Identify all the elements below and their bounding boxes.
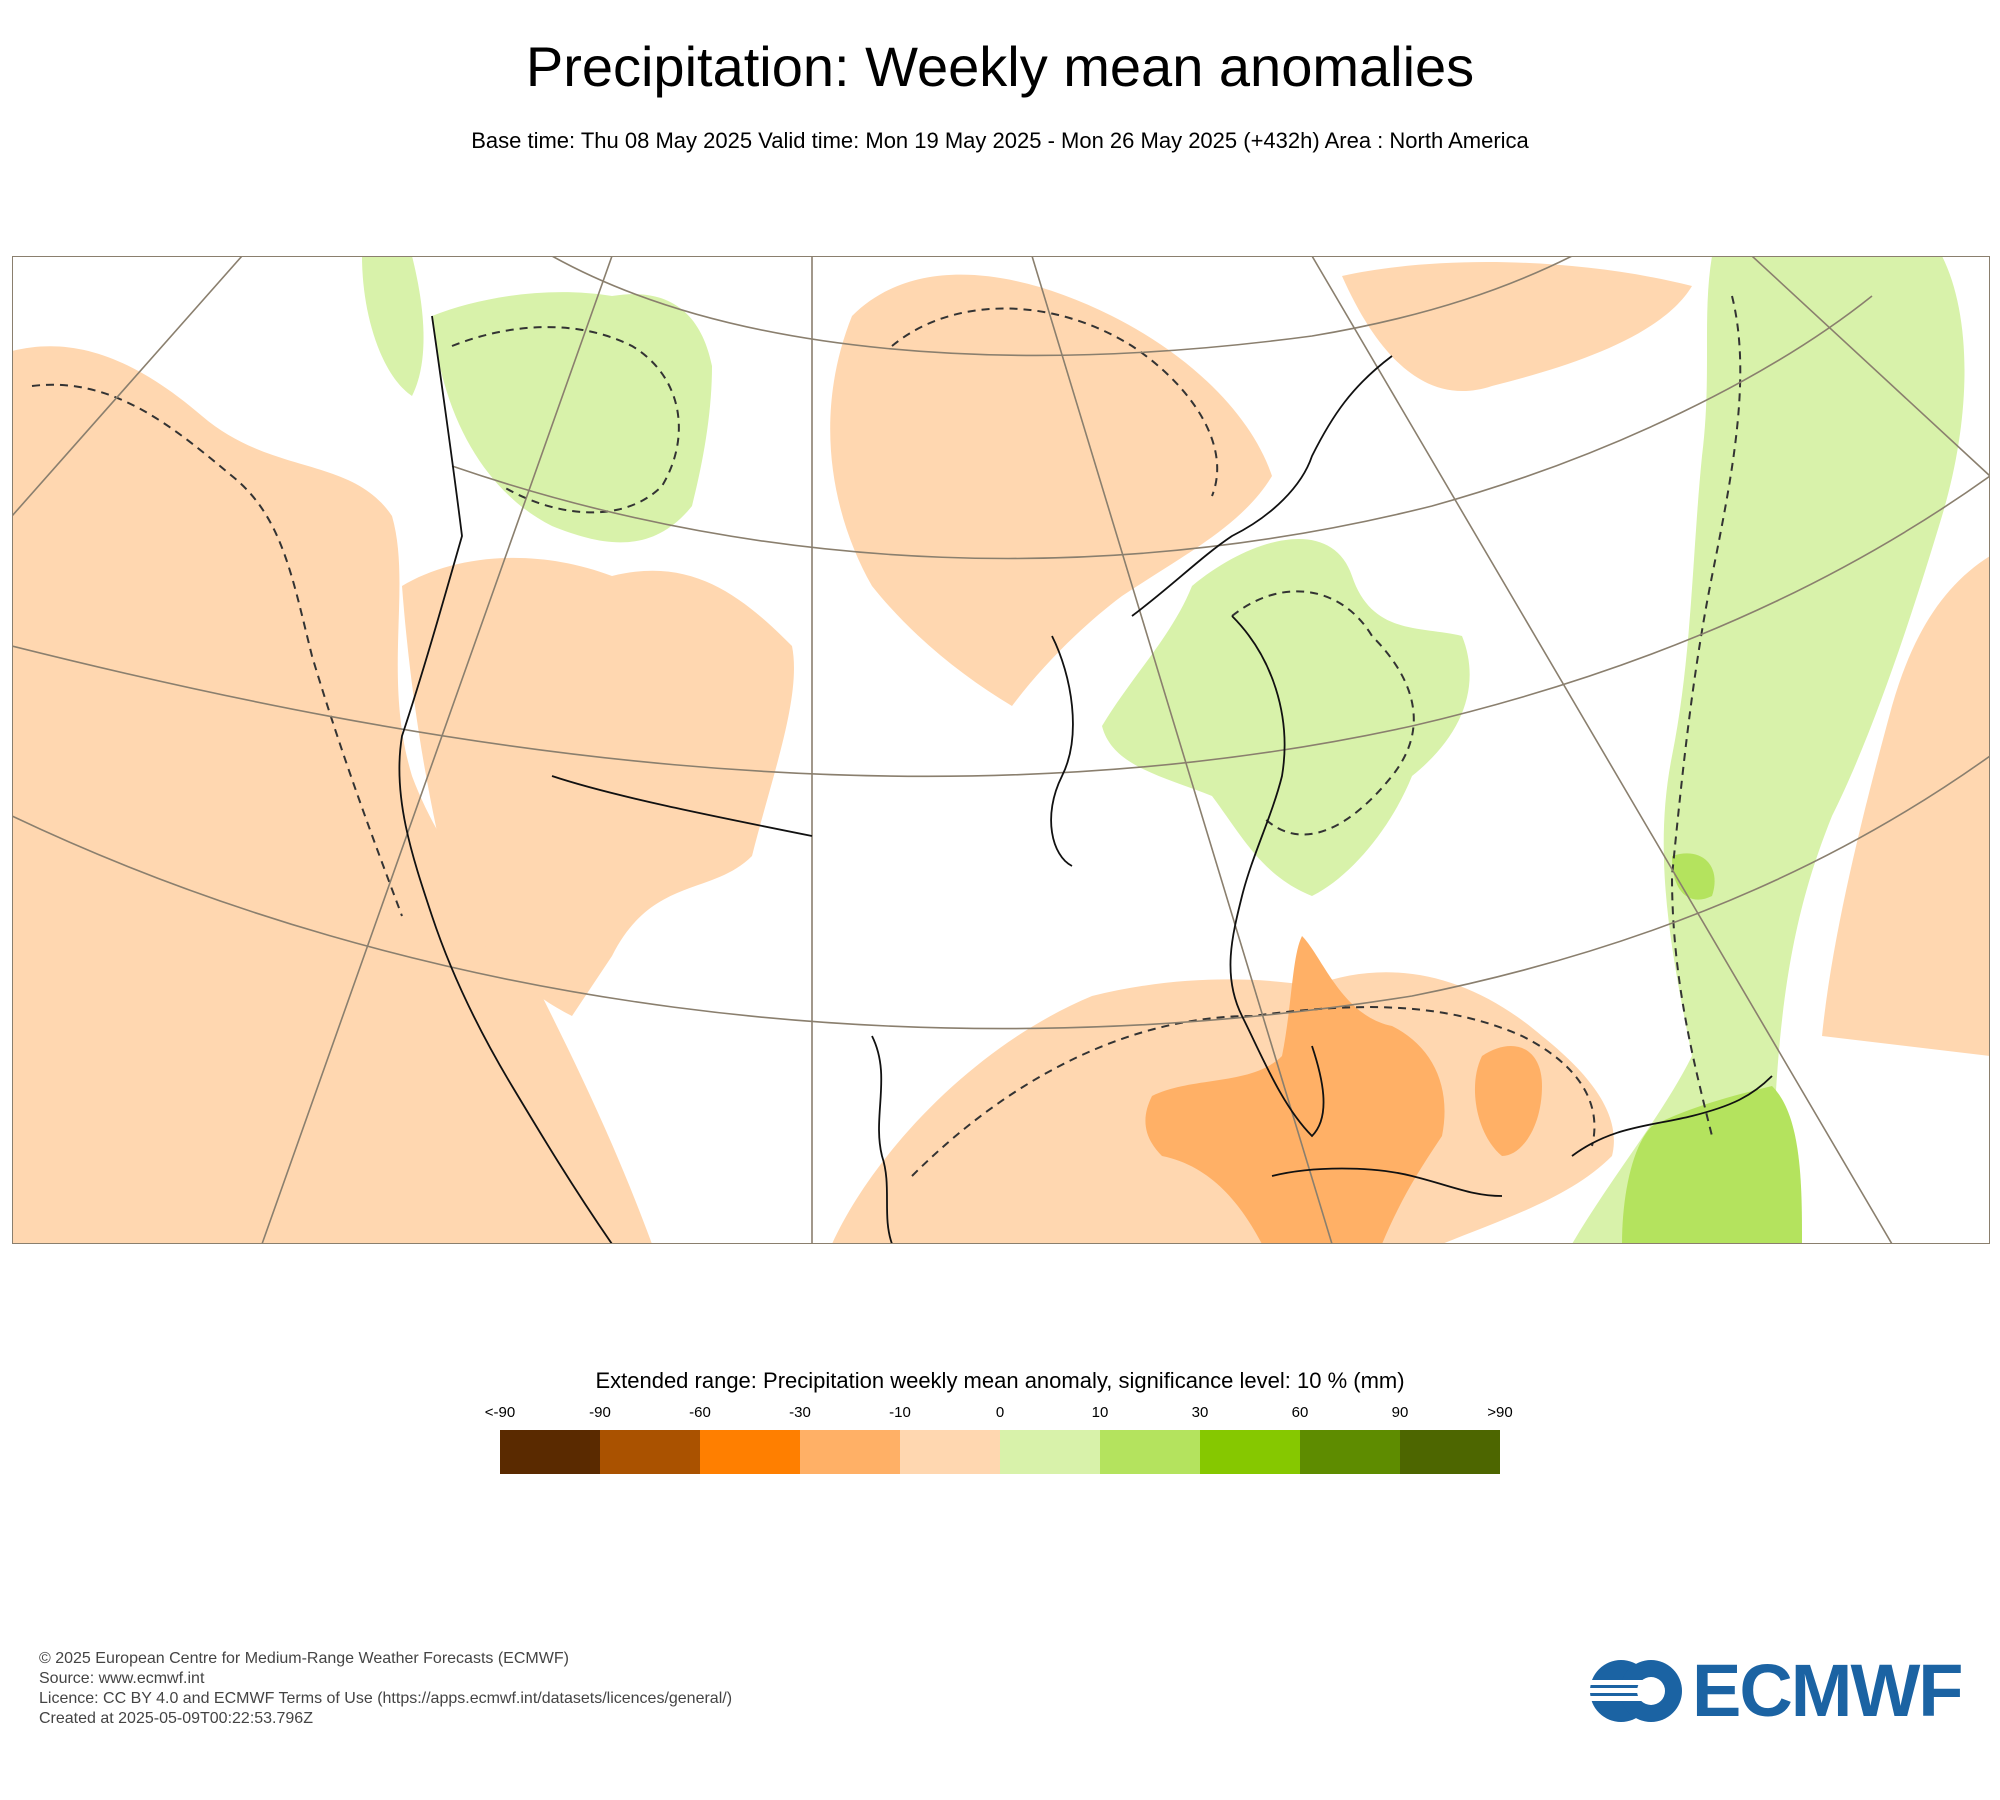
atlantic-dry-area	[1342, 262, 1692, 392]
legend-swatch	[1300, 1430, 1400, 1474]
atlantic-stronger-wet-area	[1622, 1086, 1802, 1244]
legend-tick: 90	[1391, 1404, 1409, 1421]
legend-swatch	[900, 1430, 1000, 1474]
anomaly-map	[12, 256, 1990, 1244]
legend-swatch	[1400, 1430, 1500, 1474]
legend-tick: <-90	[484, 1404, 516, 1421]
legend-tick: 60	[1291, 1404, 1309, 1421]
legend-tick: -60	[689, 1404, 711, 1421]
legend-tick: 10	[1091, 1404, 1109, 1421]
source-text: Source: www.ecmwf.int	[39, 1670, 205, 1687]
color-legend: <-90 -90 -60 -30 -10 0 10 30 60 90 >90	[485, 1404, 1513, 1476]
dry-anomaly-areas	[12, 262, 1990, 1244]
licence-text: Licence: CC BY 4.0 and ECMWF Terms of Us…	[39, 1690, 733, 1707]
legend-tick: 0	[995, 1404, 1005, 1421]
legend-swatch	[700, 1430, 800, 1474]
legend-color-bar	[500, 1430, 1500, 1474]
ecmwf-logo-icon	[1588, 1660, 1682, 1722]
legend-tick: -10	[889, 1404, 911, 1421]
page-title: Precipitation: Weekly mean anomalies	[525, 35, 1475, 98]
legend-tick: >90	[1487, 1404, 1513, 1421]
page-subtitle: Base time: Thu 08 May 2025 Valid time: M…	[471, 128, 1529, 153]
graticule-lines	[12, 256, 1990, 1244]
footer: © 2025 European Centre for Medium-Range …	[39, 1649, 732, 1729]
legend-tick: 30	[1191, 1404, 1209, 1421]
pacific-dry-area	[12, 346, 652, 1244]
legend-swatch	[500, 1430, 600, 1474]
legend-swatch	[1000, 1430, 1100, 1474]
caribbean-stronger-dry-area	[1474, 1046, 1542, 1156]
ecmwf-logo-text: ECMWF	[1692, 1649, 1963, 1732]
gulf-stronger-dry-area	[1145, 936, 1445, 1244]
mid-atlantic-wet-area	[1572, 256, 1965, 1244]
east-atlantic-dry-area	[1822, 556, 1990, 1056]
copyright-text: © 2025 European Centre for Medium-Range …	[39, 1650, 569, 1667]
western-us-dry-area	[402, 557, 794, 1016]
alaska-wet-area	[362, 256, 424, 396]
created-text: Created at 2025-05-09T00:22:53.796Z	[39, 1710, 313, 1727]
legend-tick: -90	[589, 1404, 611, 1421]
ecmwf-logo: ECMWF	[1588, 1652, 1968, 1728]
wet-anomaly-areas	[362, 256, 1965, 1244]
bc-wet-area	[432, 292, 712, 543]
canada-dry-area	[830, 274, 1272, 706]
legend-swatch	[800, 1430, 900, 1474]
legend-swatch	[1100, 1430, 1200, 1474]
significance-contours	[31, 295, 1742, 1177]
legend-swatch	[1200, 1430, 1300, 1474]
legend-title: Extended range: Precipitation weekly mea…	[595, 1368, 1405, 1393]
eastern-us-wet-area	[1102, 538, 1470, 896]
legend-tick: -30	[789, 1404, 811, 1421]
coastlines-borders	[398, 315, 1773, 1244]
legend-swatch	[600, 1430, 700, 1474]
